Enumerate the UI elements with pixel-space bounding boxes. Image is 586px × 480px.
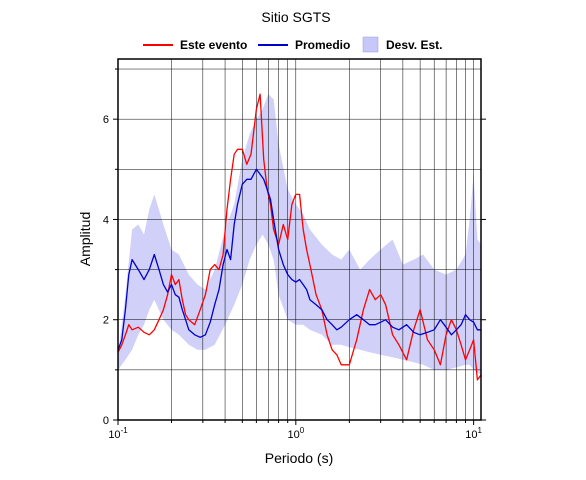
- series-line-este-evento: [117, 93, 482, 381]
- y-tick-label: 2: [103, 315, 109, 327]
- x-tick-label: 100: [287, 426, 304, 441]
- y-tick-label: 0: [103, 415, 109, 427]
- plot-area: 0 2 4 6 10-1 100 101: [103, 58, 486, 441]
- y-tick-label: 4: [103, 214, 109, 226]
- std-dev-band: [118, 94, 481, 375]
- y-tick-label: 6: [103, 114, 109, 126]
- legend-label-desv-est: Desv. Est.: [386, 38, 442, 52]
- legend-swatch-desv-est: [362, 36, 379, 53]
- x-tick-label: 101: [465, 426, 482, 441]
- series-line-promedio: [117, 168, 481, 351]
- legend-label-promedio: Promedio: [295, 38, 350, 52]
- legend: Este evento Promedio Desv. Est.: [143, 36, 442, 53]
- x-axis-title: Periodo (s): [265, 450, 333, 466]
- y-axis-title: Amplitud: [77, 212, 93, 266]
- plot-frame: [117, 58, 482, 421]
- x-tick-label: 10-1: [108, 426, 128, 441]
- chart-title: Sitio SGTS: [261, 9, 330, 25]
- legend-label-este-evento: Este evento: [180, 38, 247, 52]
